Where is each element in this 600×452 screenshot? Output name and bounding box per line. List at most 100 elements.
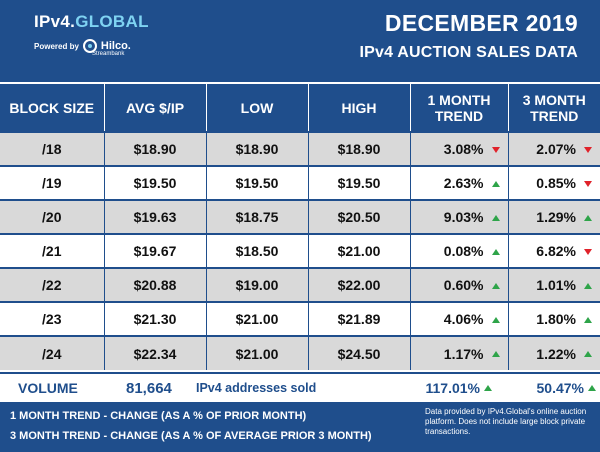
cell-3-month-trend-value: 6.82% [536,243,576,259]
triangle-up-icon [491,351,500,357]
cell-3-month-trend-value: 2.07% [536,141,576,157]
cell-block-size-value: /24 [42,345,62,362]
volume-divider [0,372,600,374]
cell-avg-price: $19.63 [104,199,207,234]
triangle-down-icon [584,147,592,153]
cell-low-price-value: $19.50 [235,175,279,191]
cell-block-size-value: /20 [42,209,62,225]
cell-avg-price: $19.50 [104,165,207,200]
col-header-low: LOW [206,84,309,132]
cell-block-size-value: /22 [42,277,62,293]
triangle-down-icon [584,181,592,187]
cell-block-size: /24 [0,335,105,370]
cell-avg-price: $19.67 [104,233,207,268]
cell-block-size: /20 [0,199,105,234]
col-header-3-month-trend: 3 MONTH TREND [508,84,600,132]
cell-3-month-trend: 1.01% [508,267,600,302]
cell-3-month-trend-value: 1.22% [536,345,576,362]
cell-low-price-value: $18.90 [235,141,279,157]
hilco-logo-icon [82,39,97,53]
cell-high-price: $21.00 [308,233,411,268]
triangle-down-icon [584,249,592,255]
ipv4-global-logo: IPv4.GLOBAL [34,12,149,32]
volume-count: 81,664 [126,380,172,397]
table-row: /23 $21.30 $21.00 $21.89 4.06% 1.80% [0,301,600,336]
logo-accent-text: GLOBAL [75,12,149,31]
cell-high-price: $24.50 [308,335,411,370]
cell-avg-price-value: $21.30 [133,311,177,327]
triangle-up-icon [584,351,592,357]
triangle-up-icon [584,317,592,323]
footer-legend-1-month: 1 MONTH TREND - CHANGE (AS A % OF PRIOR … [10,410,307,422]
volume-3-month-trend: 50.47% [536,380,584,396]
volume-row: VOLUME 81,664 IPv4 addresses sold 117.01… [0,374,600,402]
cell-high-price-value: $21.00 [337,243,381,259]
cell-block-size: /22 [0,267,105,302]
cell-low-price: $19.00 [206,267,309,302]
cell-block-size: /23 [0,301,105,336]
cell-1-month-trend-value: 4.06% [443,311,484,327]
cell-block-size: /18 [0,131,105,166]
cell-high-price: $22.00 [308,267,411,302]
cell-3-month-trend: 0.85% [508,165,600,200]
triangle-up-icon [491,283,500,289]
volume-text: IPv4 addresses sold [196,381,317,395]
table-row: /24 $22.34 $21.00 $24.50 1.17% 1.22% [0,335,600,370]
col-header-1-month-trend: 1 MONTH TREND [410,84,509,132]
cell-1-month-trend: 3.08% [410,131,509,166]
cell-3-month-trend-value: 1.29% [536,209,576,225]
cell-avg-price: $18.90 [104,131,207,166]
triangle-up-icon [491,181,500,187]
cell-1-month-trend-value: 3.08% [443,141,484,157]
cell-high-price-value: $20.50 [337,209,381,225]
cell-1-month-trend: 4.06% [410,301,509,336]
cell-low-price: $18.50 [206,233,309,268]
table-row: /18 $18.90 $18.90 $18.90 3.08% 2.07% [0,131,600,166]
cell-avg-price-value: $20.88 [133,277,177,293]
cell-3-month-trend: 1.22% [508,335,600,370]
col-header-avg: AVG $/IP [104,84,207,132]
cell-1-month-trend-value: 2.63% [443,175,484,191]
cell-avg-price-value: $22.34 [133,345,177,362]
cell-avg-price-value: $19.67 [133,243,177,259]
cell-low-price-value: $19.00 [235,277,279,293]
cell-1-month-trend: 1.17% [410,335,509,370]
cell-1-month-trend-value: 1.17% [443,345,484,362]
triangle-up-icon [491,249,500,255]
footer-banner: 1 MONTH TREND - CHANGE (AS A % OF PRIOR … [0,402,600,452]
cell-high-price: $18.90 [308,131,411,166]
table-row: /22 $20.88 $19.00 $22.00 0.60% 1.01% [0,267,600,302]
cell-1-month-trend: 0.08% [410,233,509,268]
cell-1-month-trend-value: 0.08% [443,243,484,259]
triangle-up-icon [491,317,500,323]
cell-3-month-trend: 1.29% [508,199,600,234]
cell-low-price-value: $18.50 [235,243,279,259]
footer-legend-3-month: 3 MONTH TREND - CHANGE (AS A % OF AVERAG… [10,430,372,442]
cell-avg-price-value: $19.50 [133,175,177,191]
powered-by: Powered by Hilco. [34,39,131,53]
table-row: /20 $19.63 $18.75 $20.50 9.03% 1.29% [0,199,600,234]
cell-block-size-value: /21 [42,243,62,259]
cell-high-price-value: $18.90 [337,141,381,157]
table-header-row: BLOCK SIZE AVG $/IP LOW HIGH 1 MONTH TRE… [0,84,600,132]
cell-3-month-trend-value: 0.85% [536,175,576,191]
cell-block-size: /19 [0,165,105,200]
cell-low-price: $18.90 [206,131,309,166]
triangle-up-icon [484,385,492,391]
cell-low-price-value: $18.75 [235,209,279,225]
cell-high-price-value: $21.89 [337,311,381,327]
cell-3-month-trend-value: 1.80% [536,311,576,327]
cell-1-month-trend: 9.03% [410,199,509,234]
triangle-up-icon [584,215,592,221]
header-banner: IPv4.GLOBAL Powered by Hilco. Streambank… [0,0,600,82]
cell-low-price-value: $21.00 [235,311,279,327]
cell-block-size-value: /23 [42,311,62,327]
cell-block-size-value: /19 [42,175,62,191]
cell-1-month-trend: 0.60% [410,267,509,302]
table-row: /19 $19.50 $19.50 $19.50 2.63% 0.85% [0,165,600,200]
auction-sales-table: BLOCK SIZE AVG $/IP LOW HIGH 1 MONTH TRE… [0,84,600,370]
col-header-high: HIGH [308,84,411,132]
cell-block-size: /21 [0,233,105,268]
cell-1-month-trend-value: 9.03% [443,209,484,225]
cell-high-price: $19.50 [308,165,411,200]
